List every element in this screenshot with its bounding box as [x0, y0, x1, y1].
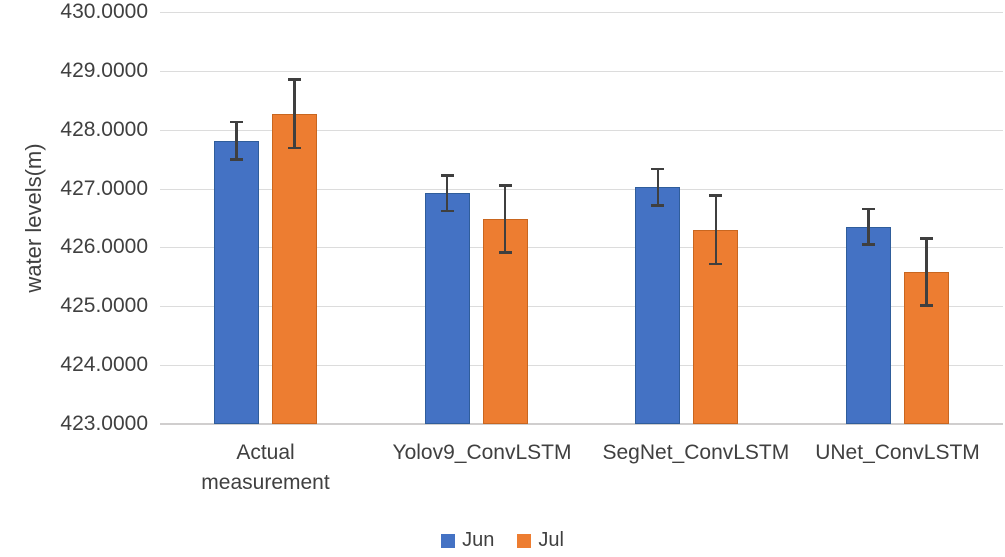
bar-jun-0 [213, 140, 259, 424]
category-label-segnet-convlstm: SegNet_ConvLSTM [581, 438, 792, 468]
legend-swatch-jul [517, 533, 532, 548]
y-axis-tick-labels: 430.0000 429.0000 428.0000 427.0000 426.0000… [0, 0, 150, 557]
error-bar-cap-bottom [229, 158, 243, 161]
error-bar-cap-top [498, 184, 512, 187]
gridline [160, 306, 1003, 308]
error-bar-jul-1 [503, 185, 507, 253]
error-bar-jul-3 [925, 238, 928, 306]
gridline [160, 365, 1003, 367]
category-label-text: SegNet_ConvLSTM [602, 441, 790, 464]
error-bar-cap-bottom [498, 251, 512, 254]
error-bar-cap-top [709, 194, 723, 197]
gridline [160, 12, 1003, 13]
category-label-unet-convlstm: UNet_ConvLSTM [792, 438, 1003, 468]
error-bar-jul-2 [714, 195, 718, 264]
error-bar-cap-bottom [862, 243, 876, 246]
error-bar-cap-bottom [440, 209, 454, 213]
legend-label-jul: Jul [538, 529, 564, 551]
category-label-text: Yolov9_ConvLSTM [392, 441, 572, 464]
category-label-yolov9-convlstm: Yolov9_ConvLSTM [371, 438, 582, 468]
y-tick-label: 424.0000 [60, 353, 148, 377]
gridline [160, 188, 1003, 190]
error-bar-cap-top [862, 207, 876, 211]
legend-item-jun: Jun [441, 529, 494, 552]
category-label-text: Actual measurement [201, 441, 330, 494]
error-bar-cap-top [920, 237, 934, 240]
error-bar-cap-top [440, 174, 454, 177]
error-bar-cap-top [287, 78, 301, 81]
x-axis-line [160, 423, 1003, 425]
legend-label-jun: Jun [462, 529, 495, 551]
legend: Jun Jul [0, 529, 1005, 552]
error-bar-cap-bottom [920, 304, 934, 307]
gridline [160, 247, 1003, 249]
legend-item-jul: Jul [517, 529, 564, 552]
bar-jun-2 [635, 187, 681, 424]
error-bar-cap-top [651, 167, 665, 171]
error-bar-jun-0 [235, 122, 238, 160]
error-bar-cap-bottom [651, 204, 665, 207]
bar-jul-0 [271, 113, 317, 424]
error-bar-cap-bottom [709, 262, 723, 266]
error-bar-jun-3 [867, 209, 870, 245]
bar-jun-3 [846, 226, 892, 424]
y-tick-label: 426.0000 [60, 235, 148, 259]
error-bar-cap-top [229, 120, 243, 124]
category-label-actual-measurement: Actual measurement [160, 438, 371, 498]
y-tick-label: 429.0000 [60, 58, 148, 82]
legend-swatch-jun [441, 533, 456, 548]
error-bar-cap-bottom [287, 146, 301, 150]
error-bar-jul-0 [293, 79, 296, 148]
y-tick-label: 430.0000 [60, 0, 148, 23]
category-label-text: UNet_ConvLSTM [815, 441, 980, 464]
y-tick-label: 428.0000 [60, 117, 148, 141]
y-tick-label: 423.0000 [60, 412, 148, 435]
plot-area [160, 12, 1003, 425]
y-tick-label: 427.0000 [60, 176, 148, 200]
gridline [160, 129, 1003, 131]
error-bar-jun-1 [445, 175, 449, 211]
gridline [160, 70, 1003, 72]
error-bar-jun-2 [656, 169, 660, 206]
y-tick-label: 425.0000 [60, 294, 148, 318]
